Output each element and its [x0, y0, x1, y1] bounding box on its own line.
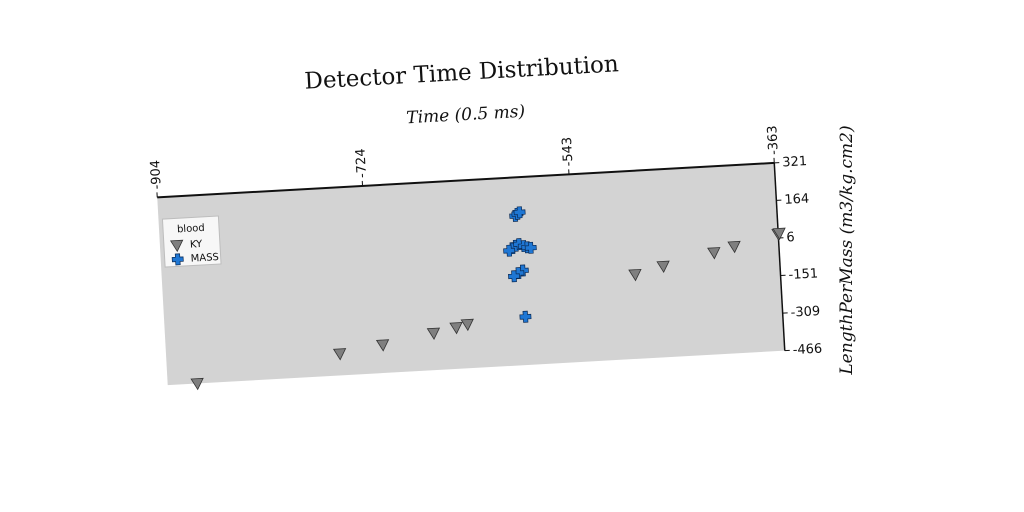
- legend-ky-label: KY: [190, 239, 204, 251]
- ky-point: [426, 327, 441, 340]
- y-tick-label: -151: [788, 266, 818, 283]
- x-tick-label: -904: [148, 159, 165, 189]
- mass-point: [503, 244, 516, 257]
- x-tick-label: -543: [560, 136, 577, 166]
- ky-point: [772, 227, 786, 241]
- series-ky: [190, 227, 786, 391]
- mass-point: [519, 310, 532, 323]
- ky-point: [375, 339, 390, 352]
- x-axis-line: [157, 161, 775, 199]
- y-axis-line: [773, 162, 786, 351]
- ky-point: [460, 318, 474, 332]
- y-tick-label: 6: [786, 230, 795, 245]
- y-tick-label: -466: [792, 342, 822, 359]
- y-axis-label: LengthPerMass (m3/kg.cm2): [837, 125, 857, 375]
- y-tick-label: 164: [784, 192, 810, 208]
- ky-point: [707, 247, 721, 260]
- data-marks: [190, 206, 786, 391]
- ky-point: [656, 260, 670, 274]
- legend-ky-marker: [169, 239, 184, 253]
- ky-point: [449, 322, 463, 335]
- y-tick-label: 321: [782, 154, 808, 170]
- y-tick-label: -309: [790, 304, 820, 321]
- legend-mass-marker: [171, 253, 184, 266]
- legend-title: blood: [177, 223, 205, 236]
- chart-title: Detector Time Distribution: [304, 51, 620, 95]
- x-tick-label: -363: [765, 125, 782, 155]
- mass-point: [508, 270, 521, 283]
- ky-point: [628, 268, 642, 282]
- x-axis-label: Time (0.5 ms): [406, 102, 526, 129]
- x-tick-label: -724: [353, 148, 370, 178]
- mass-point: [513, 206, 526, 219]
- axes: -904 -724 -543 -363 -466 -309 -151 6 164 321: [148, 125, 823, 359]
- legend: blood KY MASS: [161, 215, 222, 268]
- ky-point: [727, 240, 741, 254]
- plot-background: [157, 162, 785, 386]
- ky-point: [332, 348, 347, 361]
- legend-mass-icon: [171, 253, 184, 266]
- legend-mass-label: MASS: [190, 252, 219, 265]
- series-mass: [503, 206, 537, 323]
- ky-point: [190, 377, 204, 391]
- mass-point: [524, 241, 537, 254]
- legend-ky-icon: [169, 239, 184, 253]
- plot-area: -904 -724 -543 -363 -466 -309 -151 6 164 321 bloo…: [148, 125, 823, 391]
